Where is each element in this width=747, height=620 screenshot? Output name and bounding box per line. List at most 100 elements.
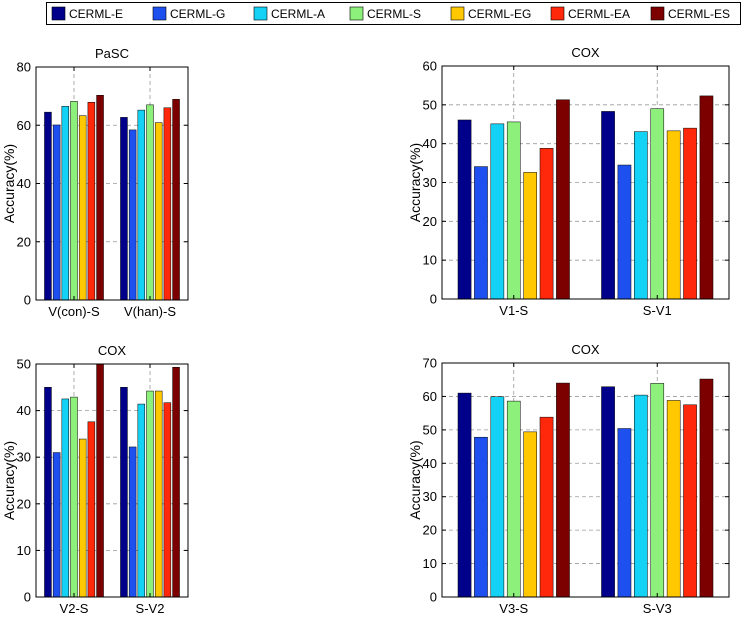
y-axis-label: Accuracy(%) <box>407 440 423 519</box>
bar <box>96 363 104 598</box>
legend-swatch <box>51 6 66 21</box>
bar <box>87 101 96 301</box>
chart-panel: 0 10 20 30 40 50 V2-S S-V2 COX Accuracy(%) <box>1 343 189 616</box>
y-axis-label: Accuracy(%) <box>407 143 423 222</box>
bar <box>163 107 172 301</box>
chart-panel: 0 10 20 30 40 50 60 70 V3-S S-V3 COX Accuracy(%) <box>407 342 730 616</box>
bar <box>172 99 180 301</box>
bar <box>699 378 714 598</box>
chart-title: COX <box>571 45 600 60</box>
bar <box>457 119 472 300</box>
bar <box>683 127 697 300</box>
bar <box>617 164 632 300</box>
x-tick-label: V3-S <box>499 601 528 615</box>
bar <box>523 431 537 598</box>
y-tick-label: 40 <box>17 403 31 418</box>
bar <box>634 394 648 598</box>
y-tick-label: 60 <box>17 118 31 133</box>
legend-swatch <box>650 6 665 21</box>
bar <box>474 166 488 300</box>
chart-title: COX <box>98 343 127 358</box>
chart-title: PaSC <box>95 46 129 61</box>
y-tick-label: 40 <box>423 456 437 471</box>
bar <box>634 131 648 300</box>
legend-swatch <box>550 6 565 21</box>
bar <box>70 101 78 301</box>
bar <box>128 129 137 301</box>
legend-label: CERML-ES <box>668 7 730 21</box>
bar <box>650 383 665 598</box>
x-tick-label: V2-S <box>60 601 89 615</box>
y-tick-label: 20 <box>423 214 437 229</box>
y-tick-label: 60 <box>423 389 437 404</box>
legend-swatch <box>253 6 268 21</box>
x-tick-label: S-V1 <box>643 303 672 318</box>
y-tick-label: 50 <box>423 97 437 112</box>
axes-frame <box>35 363 189 598</box>
bar <box>523 172 537 300</box>
y-tick-label: 80 <box>17 60 31 75</box>
x-tick-label: V(con)-S <box>48 304 100 319</box>
bar <box>539 416 554 598</box>
legend: CERML-E CERML-G CERML-A CERML-S CERML-EG CERM… <box>46 2 741 25</box>
bar <box>163 402 172 598</box>
y-tick-label: 30 <box>17 450 31 465</box>
legend-swatch <box>450 6 465 21</box>
bar <box>154 390 163 598</box>
bar <box>78 115 87 301</box>
bar <box>70 396 78 598</box>
plot-area <box>36 364 188 597</box>
bar <box>120 117 128 301</box>
y-tick-label: 0 <box>430 590 437 605</box>
y-tick-label: 40 <box>423 136 437 151</box>
chart-panel: 0 20 40 60 80 V(con)-S V(han)-S PaSC Accuracy(%) <box>1 46 189 319</box>
bar <box>61 106 70 301</box>
y-tick-label: 20 <box>17 496 31 511</box>
bar <box>146 104 154 301</box>
y-tick-label: 30 <box>423 489 437 504</box>
bar <box>52 452 61 598</box>
bar <box>650 108 665 300</box>
y-tick-label: 10 <box>423 556 437 571</box>
y-tick-label: 10 <box>17 543 31 558</box>
bar <box>137 109 146 301</box>
axes-frame <box>441 362 730 598</box>
chart-panel: 0 10 20 30 40 50 60 V1-S S-V1 COX Accuracy(%) <box>407 45 730 318</box>
bar <box>506 400 521 598</box>
bar <box>699 95 714 300</box>
bar <box>539 148 554 300</box>
y-tick-label: 70 <box>423 356 437 371</box>
bar <box>490 123 505 300</box>
legend-label: CERML-EA <box>568 7 630 21</box>
y-tick-label: 50 <box>17 357 31 372</box>
y-tick-label: 20 <box>423 523 437 538</box>
y-tick-label: 60 <box>423 59 437 74</box>
bar <box>601 111 615 300</box>
bar <box>490 396 505 598</box>
y-tick-label: 0 <box>430 292 437 307</box>
legend-swatch <box>349 6 364 21</box>
bar <box>146 390 154 598</box>
bar <box>683 404 697 598</box>
y-axis-label: Accuracy(%) <box>1 441 17 520</box>
legend-label: CERML-S <box>367 7 421 21</box>
bar <box>44 111 52 301</box>
bar <box>666 400 681 598</box>
bar <box>154 122 163 301</box>
bar <box>666 130 681 300</box>
bar <box>617 428 632 598</box>
legend-box <box>46 2 741 25</box>
y-tick-label: 40 <box>17 176 31 191</box>
bar <box>601 386 615 598</box>
bar <box>120 387 128 598</box>
charts: 0 20 40 60 80 V(con)-S V(han)-S PaSC Accuracy(%)… <box>1 45 730 616</box>
y-tick-label: 30 <box>423 175 437 190</box>
bar <box>506 121 521 300</box>
x-tick-label: V(han)-S <box>124 304 176 319</box>
bar <box>44 387 52 598</box>
bar <box>556 382 570 598</box>
y-tick-label: 0 <box>24 590 31 605</box>
bar <box>96 95 104 301</box>
